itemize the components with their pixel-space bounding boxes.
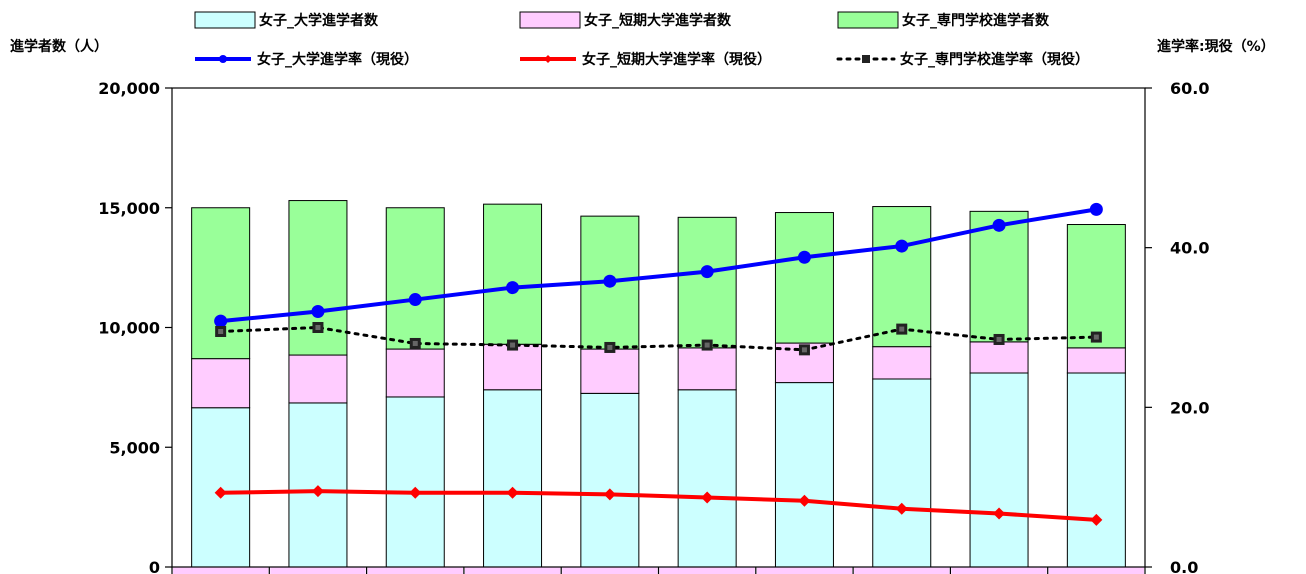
bar-junior-college: [969, 341, 1029, 374]
legend-swatch-junior-college: [519, 11, 581, 29]
category-band: [173, 567, 269, 574]
point-vocational-rate-inner: [801, 347, 807, 353]
bar-junior-college: [677, 347, 737, 391]
point-university-rate: [506, 281, 520, 295]
y-left-tick-label: 10,000: [98, 319, 160, 338]
point-vocational-rate-inner: [315, 325, 321, 330]
point-vocational-rate-inner: [704, 342, 710, 348]
point-junior-college-rate: [1090, 513, 1103, 526]
bar-university: [872, 378, 932, 568]
legend-label: 女子_短期大学進学率（現役）: [582, 51, 771, 68]
bar-university: [580, 392, 640, 568]
bar-vocational: [677, 216, 737, 349]
point-junior-college-rate: [798, 494, 811, 507]
y-left-tick-label: 0: [149, 558, 160, 574]
bar-vocational: [872, 206, 932, 348]
point-junior-college-rate: [506, 486, 519, 499]
legend-label: 女子_短期大学進学者数: [584, 12, 732, 29]
point-junior-college-rate: [409, 486, 422, 499]
line-university-rate: [220, 207, 1097, 324]
legend-label: 女子_大学進学率（現役）: [257, 51, 418, 68]
category-band: [756, 567, 853, 574]
legend-swatch-university: [194, 11, 256, 29]
point-vocational-rate-inner: [996, 336, 1002, 342]
point-junior-college-rate: [993, 507, 1006, 520]
legend-label: 女子_専門学校進学者数: [902, 12, 1050, 29]
point-vocational-rate-inner: [218, 328, 224, 334]
y-right-tick-label: 20.0: [1170, 398, 1209, 417]
category-band: [951, 567, 1047, 574]
category-band: [367, 567, 463, 574]
legend-swatch-vocational: [837, 11, 899, 29]
line-junior-college-rate: [220, 489, 1097, 522]
point-university-rate: [311, 305, 325, 319]
point-vocational-rate-inner: [510, 342, 516, 348]
bar-junior-college: [288, 354, 348, 404]
point-university-rate: [408, 293, 422, 307]
bar-junior-college: [483, 343, 543, 391]
line-vocational-rate: [219, 325, 1098, 352]
bar-vocational: [969, 210, 1029, 343]
point-junior-college-rate: [701, 491, 714, 504]
bar-university: [385, 396, 445, 568]
category-band: [1048, 567, 1144, 574]
bar-vocational: [483, 203, 543, 345]
bar-junior-college: [872, 346, 932, 380]
point-junior-college-rate: [214, 486, 227, 499]
legend-marker: [219, 55, 227, 63]
category-band: [854, 567, 950, 574]
point-university-rate: [1089, 202, 1103, 216]
legend-marker: [862, 55, 870, 63]
bar-university: [483, 389, 543, 568]
y-axis-right-title: 進学率:現役（%）: [1157, 38, 1275, 55]
point-university-rate: [797, 250, 811, 264]
bar-university: [969, 372, 1029, 568]
bar-junior-college: [385, 348, 445, 398]
point-vocational-rate-inner: [607, 344, 613, 350]
y-right-tick-label: 40.0: [1170, 239, 1209, 258]
point-university-rate: [895, 239, 909, 253]
y-left-tick-label: 5,000: [109, 438, 160, 457]
bar-university: [677, 389, 737, 568]
y-right-tick-label: 60.0: [1170, 79, 1209, 98]
category-band: [270, 567, 366, 574]
y-left-tick-label: 20,000: [98, 79, 160, 98]
bar-junior-college: [191, 358, 251, 409]
point-university-rate: [214, 314, 228, 328]
category-band: [659, 567, 755, 574]
bar-junior-college: [580, 348, 640, 394]
axes-layer: 0 5,000 10,000 15,000 20,000 0.0 20.0 40.0 60.0: [98, 79, 1209, 574]
bars-layer: [191, 200, 1126, 568]
y-axis-left-title: 進学者数（人）: [10, 38, 108, 55]
y-right-tick-label: 0.0: [1170, 558, 1198, 574]
bar-vocational: [1066, 224, 1126, 349]
lines-layer: [214, 202, 1103, 526]
legend: 女子_大学進学者数 女子_短期大学進学者数 女子_専門学校進学者数女子_大学進学率（…: [194, 11, 1089, 68]
bar-junior-college: [1066, 347, 1126, 374]
point-junior-college-rate: [311, 485, 324, 498]
category-band: [562, 567, 658, 574]
bar-vocational: [774, 212, 834, 344]
y-left-tick-label: 15,000: [98, 199, 160, 218]
point-vocational-rate-inner: [899, 326, 905, 332]
point-junior-college-rate: [603, 488, 616, 501]
category-band: [464, 567, 561, 574]
point-vocational-rate-inner: [1093, 334, 1099, 340]
bar-vocational: [385, 207, 445, 350]
legend-label: 女子_大学進学者数: [259, 12, 379, 29]
point-university-rate: [603, 274, 617, 288]
point-junior-college-rate: [895, 502, 908, 515]
legend-label: 女子_専門学校進学率（現役）: [900, 51, 1089, 68]
bar-university: [288, 402, 348, 568]
point-university-rate: [700, 265, 714, 279]
point-university-rate: [992, 218, 1006, 232]
point-vocational-rate-inner: [412, 340, 418, 346]
legend-marker: [544, 55, 552, 63]
bar-university: [1066, 372, 1126, 568]
bar-university: [774, 382, 834, 568]
